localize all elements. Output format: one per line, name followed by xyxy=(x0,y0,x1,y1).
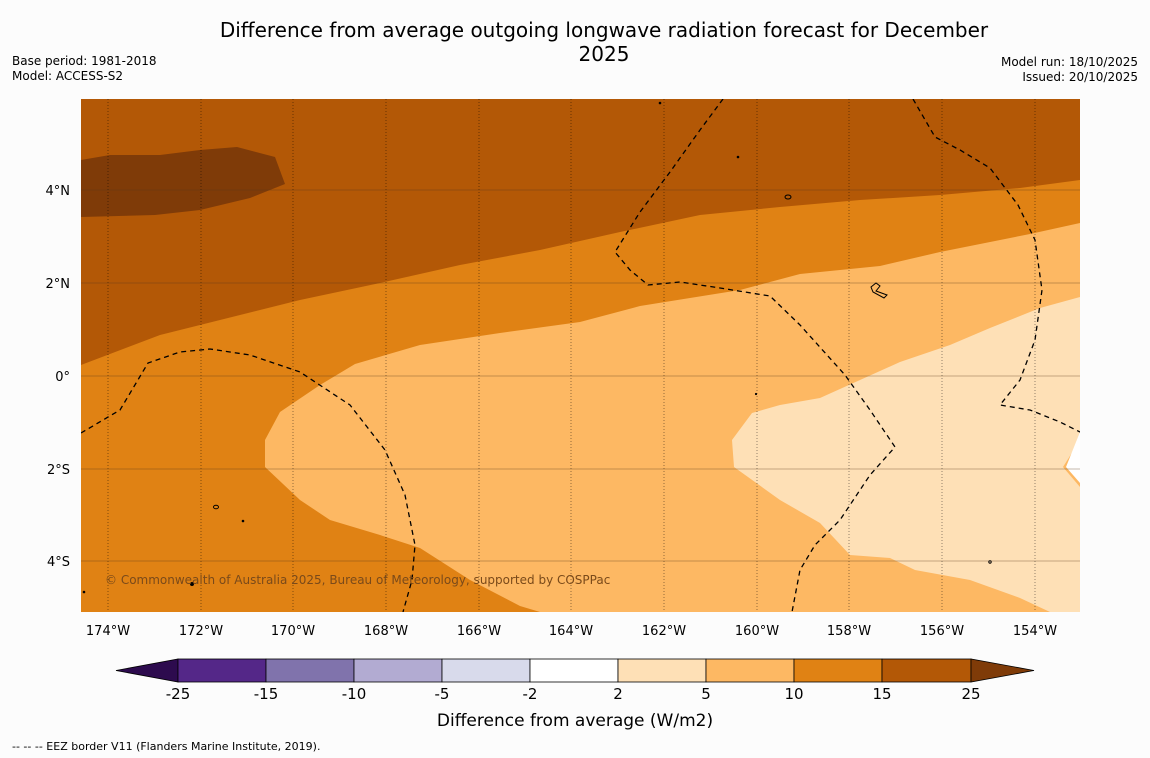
eez-borders xyxy=(81,99,1080,612)
chart-title: Difference from average outgoing longwav… xyxy=(219,18,989,66)
colorbar-label: -15 xyxy=(254,685,279,703)
band-neutral xyxy=(1066,432,1080,483)
island xyxy=(870,282,888,299)
lon-label: 160°W xyxy=(735,624,779,639)
colorbar-bin xyxy=(441,658,531,683)
lon-label: 158°W xyxy=(827,624,871,639)
island xyxy=(658,101,662,105)
lon-label: 174°W xyxy=(86,624,130,639)
lat-label: 2°N xyxy=(46,277,71,292)
lat-tick-labels: 4°N 2°N 0° 2°S 4°S xyxy=(46,184,71,570)
lon-label: 170°W xyxy=(271,624,315,639)
island xyxy=(213,504,219,510)
colorbar-extend-high xyxy=(970,658,1035,683)
islands xyxy=(82,101,992,594)
colorbar-extend-low xyxy=(115,658,179,683)
lat-label: 0° xyxy=(55,370,70,385)
colorbar-label: -10 xyxy=(342,685,367,703)
run-info: Model run: 18/10/2025 Issued: 20/10/2025 xyxy=(1001,55,1138,85)
island xyxy=(754,392,758,396)
base-info: Base period: 1981-2018 Model: ACCESS-S2 xyxy=(12,54,157,84)
colorbar-bin xyxy=(529,658,619,683)
colorbar-label: 15 xyxy=(872,685,891,703)
lon-tick-labels: 174°W 172°W 170°W 168°W 166°W 164°W 162°… xyxy=(86,624,1057,639)
island xyxy=(190,582,194,586)
colorbar-bin xyxy=(881,658,972,683)
colorbar xyxy=(115,658,1035,683)
issued-date: Issued: 20/10/2025 xyxy=(1022,70,1138,84)
colorbar-bin xyxy=(265,658,355,683)
colorbar-title: Difference from average (W/m2) xyxy=(437,711,713,731)
base-period: Base period: 1981-2018 xyxy=(12,54,157,68)
colorbar-tick-labels: -25 -15 -10 -5 -2 2 5 10 15 25 xyxy=(166,685,981,703)
colorbar-bin xyxy=(353,658,443,683)
eez-border-tokelau xyxy=(81,348,416,612)
model-run: Model run: 18/10/2025 xyxy=(1000,55,1138,69)
model-name: Model: ACCESS-S2 xyxy=(12,69,124,83)
colorbar-label: 5 xyxy=(701,685,711,703)
island xyxy=(988,560,992,564)
lon-label: 166°W xyxy=(457,624,501,639)
lat-label: 2°S xyxy=(47,463,70,478)
eez-footnote: -- -- -- EEZ border V11 (Flanders Marine… xyxy=(12,740,321,753)
colorbar-label: 25 xyxy=(961,685,980,703)
lon-label: 162°W xyxy=(642,624,686,639)
eez-border-kiribati-east xyxy=(912,99,1080,433)
lat-label: 4°N xyxy=(46,184,71,199)
lat-label: 4°S xyxy=(47,555,70,570)
lon-label: 156°W xyxy=(920,624,964,639)
colorbar-label: -25 xyxy=(166,685,191,703)
island xyxy=(736,155,740,159)
band-gt-25 xyxy=(81,147,285,217)
copyright-text: © Commonwealth of Australia 2025, Bureau… xyxy=(105,573,610,587)
lon-label: 168°W xyxy=(364,624,408,639)
map-area: © Commonwealth of Australia 2025, Bureau… xyxy=(81,99,1080,612)
colorbar-bin xyxy=(705,658,795,683)
colorbar-label: -5 xyxy=(435,685,450,703)
island xyxy=(241,519,245,523)
colorbar-label: -2 xyxy=(523,685,538,703)
lon-label: 172°W xyxy=(179,624,223,639)
colorbar-label: 2 xyxy=(613,685,623,703)
colorbar-bin xyxy=(617,658,707,683)
colorbar-label: 10 xyxy=(784,685,803,703)
band-15-25 xyxy=(81,99,1080,365)
lon-label: 154°W xyxy=(1013,624,1057,639)
island xyxy=(784,194,792,200)
lat-gridlines xyxy=(81,189,1080,562)
colorbar-bin xyxy=(793,658,883,683)
lon-label: 164°W xyxy=(549,624,593,639)
colorbar-bin xyxy=(177,658,267,683)
island xyxy=(82,590,86,594)
